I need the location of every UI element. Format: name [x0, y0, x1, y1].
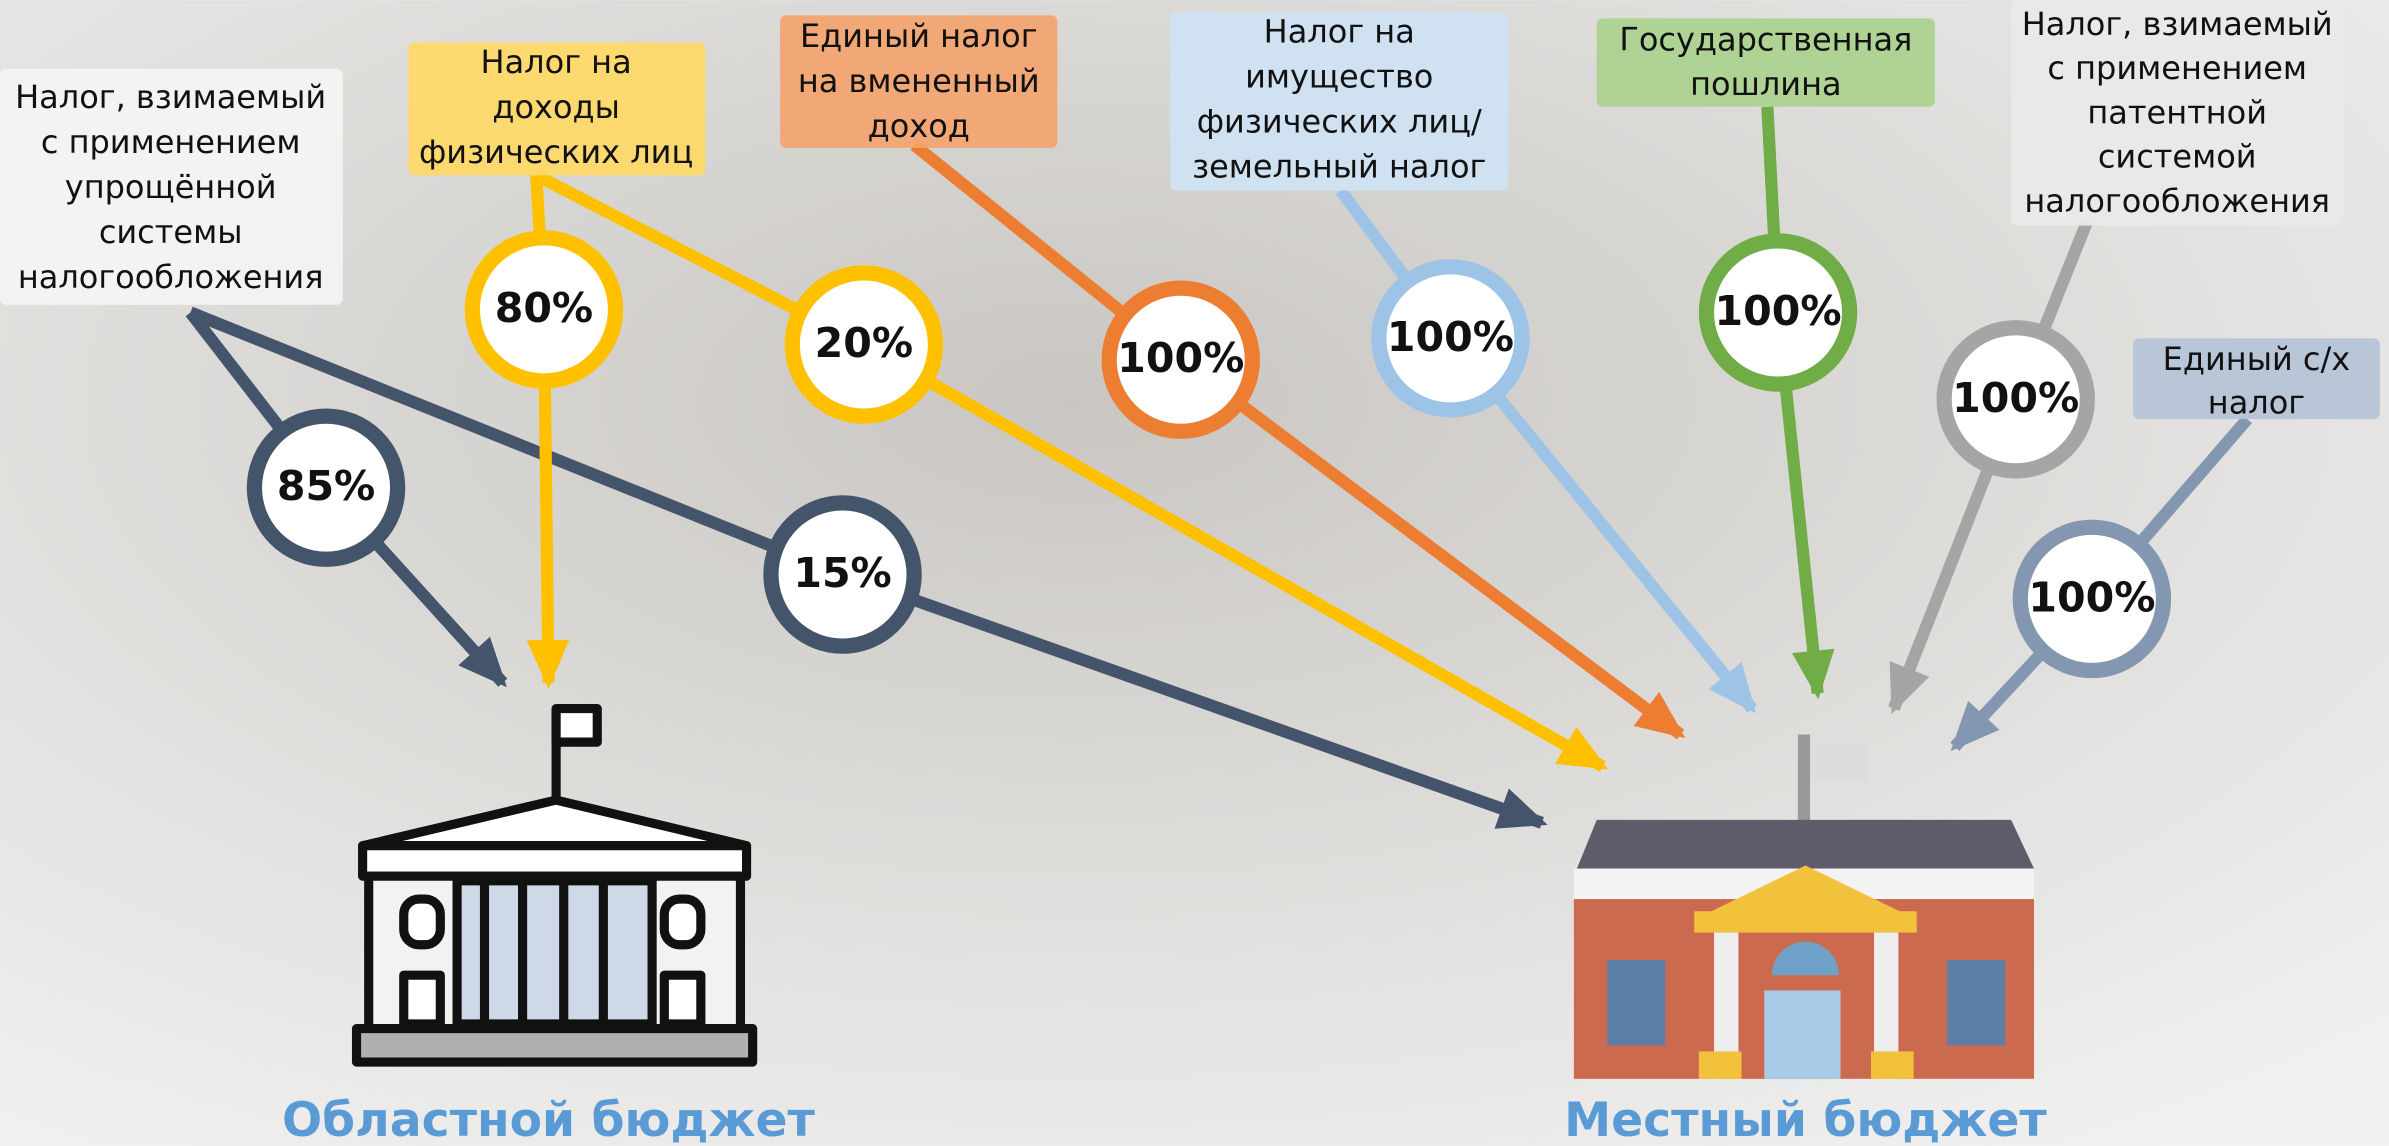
tax-label: налогообложения [18, 258, 324, 296]
tax-label: с применением [41, 123, 301, 161]
tax-label: Налог, взимаемый [15, 78, 326, 116]
page: {"taxes": [ {"lines": ["Налог, взимаемый… [0, 0, 2389, 1146]
tax-label: системой [2098, 138, 2257, 176]
share-label: 85% [277, 462, 375, 510]
share-label: 20% [815, 319, 913, 367]
tax-label: упрощённой [65, 168, 277, 206]
tax-label: на вмененный [798, 62, 1040, 100]
tax-label: налогообложения [2024, 182, 2330, 220]
tax-label: доход [868, 107, 970, 145]
share-label: 100% [1117, 334, 1244, 382]
share-label: 15% [793, 549, 891, 597]
tax-label: Налог, взимаемый [2022, 5, 2333, 43]
tax-label: земельный налог [1192, 147, 1486, 185]
tax-label: Государственная [1619, 20, 1912, 58]
tax-label: патентной [2087, 93, 2267, 131]
tax-label: налог [2208, 384, 2305, 422]
tax-label: Единый с/х [2163, 340, 2351, 378]
diagram: Налог, взимаемый с применением упрощённой с… [0, 0, 2389, 1146]
tax-label: Единый налог [800, 17, 1038, 55]
share-label: 80% [495, 284, 593, 332]
tax-label: с применением [2047, 49, 2307, 87]
share-label: 100% [1952, 374, 2079, 422]
tax-label: имущество [1245, 58, 1433, 96]
tax-label: Налог на [1264, 13, 1415, 51]
tax-label: системы [99, 213, 243, 251]
share-label: 100% [1387, 313, 1514, 361]
share-label: 100% [1715, 287, 1842, 335]
budget-label: Областной бюджет [282, 1093, 816, 1146]
budget-label: Местный бюджет [1564, 1093, 2047, 1146]
tax-label: доходы [492, 88, 620, 126]
tax-label: пошлина [1690, 65, 1842, 103]
share-label: 100% [2028, 573, 2155, 621]
tax-label: Налог на [481, 43, 632, 81]
tax-label: физических лиц [419, 133, 693, 171]
tax-label: физических лиц/ [1197, 103, 1482, 141]
